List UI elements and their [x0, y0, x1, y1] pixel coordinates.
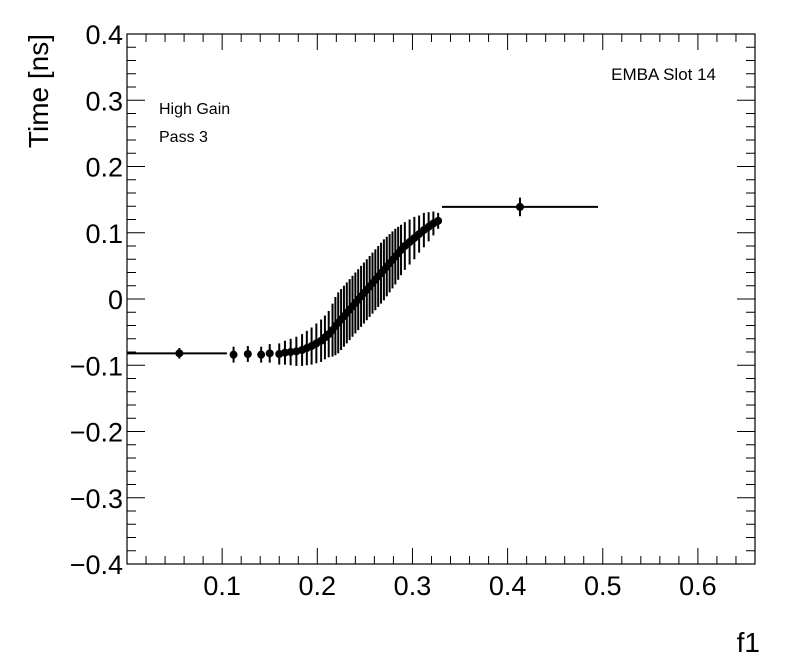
data-point: [434, 216, 443, 225]
y-tick-label: 0.1: [85, 219, 123, 249]
y-tick-label: 0: [108, 285, 123, 315]
first-bin-marker: [175, 349, 184, 358]
axis-ticks: [127, 33, 755, 565]
y-tick-label: 0.2: [85, 153, 123, 183]
x-tick-label: 0.4: [489, 571, 527, 601]
y-tick-label: 0.3: [85, 86, 123, 116]
y-tick-label: −0.1: [70, 351, 123, 381]
x-tick-label: 0.6: [679, 571, 717, 601]
x-tick-label: 0.1: [203, 571, 241, 601]
x-tick-label: 0.3: [394, 571, 432, 601]
data-point: [265, 349, 274, 358]
x-tick-labels: 0.1 0.2 0.3 0.4 0.5 0.6: [203, 571, 716, 601]
slot-annotation: EMBA Slot 14: [611, 65, 716, 84]
y-tick-label: −0.4: [70, 550, 123, 580]
y-axis-title: Time [ns]: [23, 34, 54, 148]
x-tick-label: 0.2: [299, 571, 337, 601]
data-point: [229, 350, 238, 359]
data-point: [243, 349, 252, 358]
y-tick-label: −0.2: [70, 418, 123, 448]
data-marks: [127, 197, 598, 366]
y-tick-label: −0.3: [70, 484, 123, 514]
y-tick-labels: −0.4 −0.3 −0.2 −0.1 0 0.1 0.2 0.3 0.4: [70, 20, 123, 580]
x-axis-title: f1: [737, 627, 760, 658]
last-bin-marker: [515, 202, 524, 211]
y-tick-label: 0.4: [85, 20, 123, 50]
gain-annotation: High Gain: [159, 101, 230, 118]
data-point: [257, 350, 266, 359]
x-tick-label: 0.5: [584, 571, 622, 601]
pass-annotation: Pass 3: [159, 129, 208, 146]
